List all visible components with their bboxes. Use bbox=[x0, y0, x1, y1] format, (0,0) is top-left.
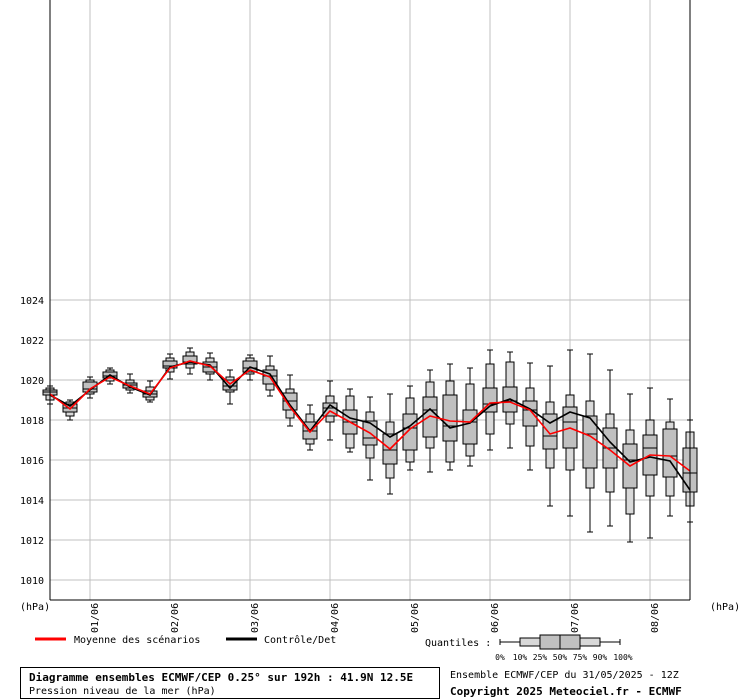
x-tick-label: 08/06 bbox=[650, 603, 661, 633]
box-25-75 bbox=[522, 400, 538, 427]
box-25-75 bbox=[222, 379, 238, 391]
legend-control-label: Contrôle/Det bbox=[264, 634, 336, 646]
x-tick-label: 03/06 bbox=[250, 603, 261, 633]
chart-title-box: Diagramme ensembles ECMWF/CEP 0.25° sur … bbox=[20, 667, 440, 699]
box-31 bbox=[662, 398, 678, 517]
legend-mean-label: Moyenne des scénarios bbox=[74, 634, 200, 646]
box-16 bbox=[362, 396, 378, 481]
box-22 bbox=[482, 349, 498, 451]
y-unit-left: (hPa) bbox=[20, 602, 50, 613]
x-tick-label: 06/06 bbox=[490, 603, 501, 633]
y-tick-label: 1020 bbox=[20, 376, 44, 387]
box-19 bbox=[422, 369, 438, 473]
x-tick-label: 05/06 bbox=[410, 603, 421, 633]
copyright: Copyright 2025 Meteociel.fr - ECMWF bbox=[450, 685, 682, 698]
box-15 bbox=[342, 388, 358, 453]
y-tick-label: 1018 bbox=[20, 416, 44, 427]
box-27 bbox=[582, 353, 598, 533]
legend-quantile-tick: 0% bbox=[495, 653, 505, 662]
box-12 bbox=[282, 374, 298, 427]
box-29 bbox=[622, 393, 638, 543]
legend-quantiles-label: Quantiles : bbox=[425, 638, 491, 649]
legend-quantile-tick: 90% bbox=[593, 653, 608, 662]
box-25-75 bbox=[182, 355, 198, 365]
box-26 bbox=[562, 349, 578, 517]
box-30 bbox=[642, 387, 658, 539]
mean-line bbox=[49, 360, 691, 472]
y-tick-label: 1012 bbox=[20, 536, 44, 547]
box-25-75 bbox=[442, 394, 458, 442]
legend-quantile-tick: 10% bbox=[513, 653, 528, 662]
y-tick-label: 1022 bbox=[20, 336, 44, 347]
legend-quantile-tick: 100% bbox=[613, 653, 632, 662]
legend-quantile-tick: 75% bbox=[573, 653, 588, 662]
box-25-75 bbox=[662, 428, 678, 478]
x-tick-label: 01/06 bbox=[90, 603, 101, 633]
legend-quantile-tick: 25% bbox=[533, 653, 548, 662]
box-25-75 bbox=[82, 381, 98, 393]
run-info: Ensemble ECMWF/CEP du 31/05/2025 - 12Z bbox=[450, 670, 679, 681]
box-25-75 bbox=[402, 413, 418, 451]
x-tick-label: 02/06 bbox=[170, 603, 181, 633]
y-tick-label: 1016 bbox=[20, 456, 44, 467]
x-tick-label: 04/06 bbox=[330, 603, 341, 633]
y-unit-right: (hPa) bbox=[710, 602, 740, 613]
chart-subtitle: Pression niveau de la mer (hPa) bbox=[29, 686, 216, 697]
legend-quantile-tick: 50% bbox=[553, 653, 568, 662]
x-tick-label: 07/06 bbox=[570, 603, 581, 633]
box-25-75 bbox=[462, 409, 478, 445]
y-tick-label: 1010 bbox=[20, 576, 44, 587]
chart-title: Diagramme ensembles ECMWF/CEP 0.25° sur … bbox=[29, 671, 414, 684]
y-tick-label: 1024 bbox=[20, 296, 44, 307]
y-tick-label: 1014 bbox=[20, 496, 44, 507]
box-25 bbox=[542, 365, 558, 507]
box-25-75 bbox=[582, 415, 598, 469]
